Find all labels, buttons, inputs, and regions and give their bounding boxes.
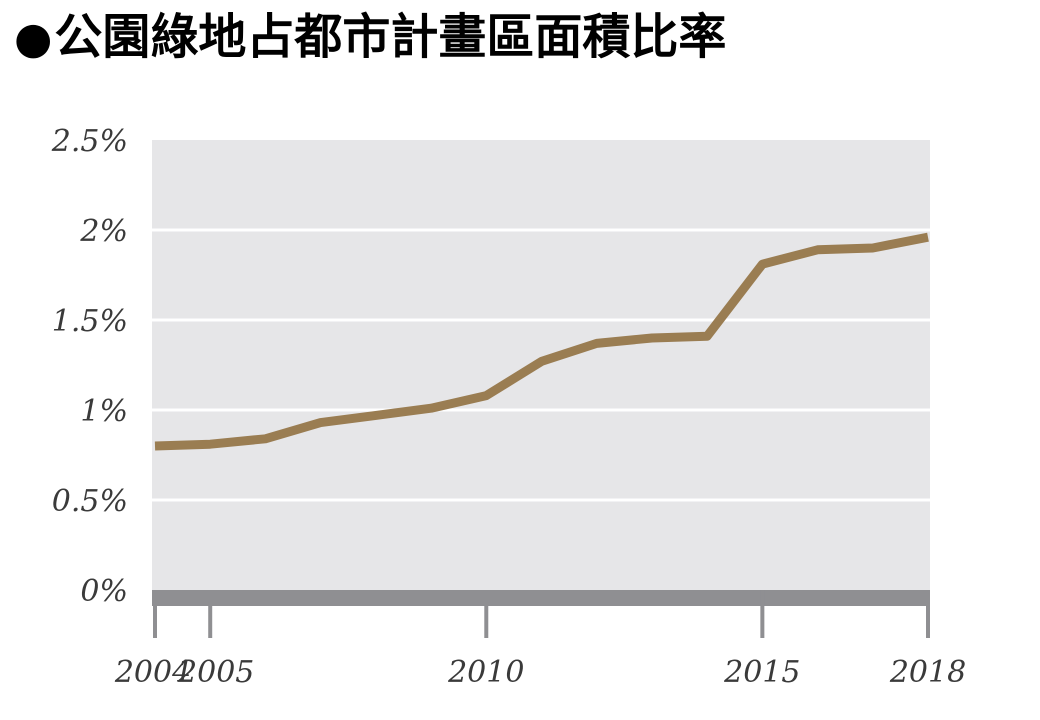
x-tick-label: 2005 bbox=[177, 655, 254, 690]
y-axis-labels: 0% 0.5% 1% 1.5% 2% 2.5% bbox=[51, 124, 128, 609]
y-tick-label: 1.5% bbox=[52, 304, 128, 339]
y-tick-label: 2.5% bbox=[51, 124, 128, 159]
y-tick-label: 0.5% bbox=[52, 484, 128, 519]
x-tick-label: 2004 bbox=[114, 655, 191, 690]
chart-title-text: 公園綠地占都市計畫區面積比率 bbox=[54, 9, 727, 65]
chart-title: ●公園綠地占都市計畫區面積比率 bbox=[14, 9, 727, 65]
x-tick-label: 2015 bbox=[723, 655, 800, 690]
series-group bbox=[154, 232, 929, 451]
y-tick-label: 2% bbox=[79, 214, 128, 249]
x-axis-ticks bbox=[153, 590, 930, 638]
x-tick-label: 2010 bbox=[447, 655, 524, 690]
x-tick-label: 2018 bbox=[889, 655, 966, 690]
y-tick-label: 0% bbox=[80, 574, 128, 609]
x-axis-bar bbox=[152, 590, 930, 606]
y-tick-label: 1% bbox=[80, 394, 128, 429]
gridlines bbox=[152, 228, 930, 502]
bullet-icon: ● bbox=[14, 13, 53, 64]
